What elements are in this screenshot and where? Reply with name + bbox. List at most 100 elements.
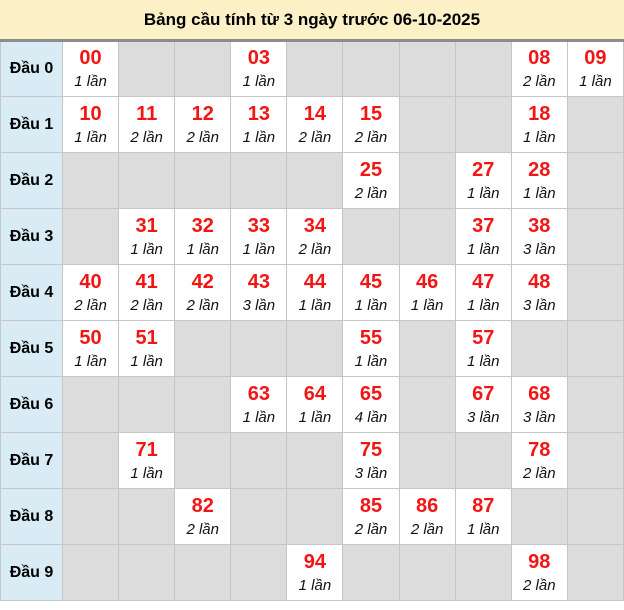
occurrence-count: 2 lần <box>298 240 332 258</box>
empty-cell <box>174 320 232 377</box>
empty-cell <box>61 376 120 433</box>
occurrence-count: 3 lần <box>466 408 500 426</box>
lottery-number: 38 <box>528 214 551 237</box>
number-cell: 48 3 lần <box>510 264 568 321</box>
row-header-dau-5: Đầu 5 <box>0 320 63 377</box>
empty-cell <box>398 40 456 97</box>
table-row: Đầu 5 50 1 lần 51 1 lần 55 1 lần 57 1 lần <box>0 320 624 377</box>
number-cell: 03 1 lần <box>230 40 288 97</box>
occurrence-count: 1 lần <box>74 128 107 146</box>
lottery-number: 18 <box>528 102 551 125</box>
empty-cell <box>61 544 120 601</box>
occurrence-count: 2 lần <box>354 520 388 538</box>
empty-cell <box>230 544 288 601</box>
lottery-number: 47 <box>472 270 495 293</box>
number-cell: 98 2 lần <box>510 544 568 601</box>
number-cell: 34 2 lần <box>286 208 344 265</box>
occurrence-count: 3 lần <box>523 408 556 426</box>
empty-cell <box>286 320 344 377</box>
lottery-number: 46 <box>415 270 439 293</box>
occurrence-count: 2 lần <box>186 128 219 146</box>
occurrence-count: 1 lần <box>74 352 107 370</box>
number-cell: 64 1 lần <box>286 376 344 433</box>
number-cell: 78 2 lần <box>510 432 568 489</box>
occurrence-count: 2 lần <box>410 520 444 538</box>
number-cell: 82 2 lần <box>174 488 232 545</box>
number-cell: 11 2 lần <box>118 96 176 153</box>
lottery-number: 64 <box>303 382 327 405</box>
number-cell: 55 1 lần <box>342 320 400 377</box>
row-header-dau-2: Đầu 2 <box>0 152 63 209</box>
lottery-number: 65 <box>359 382 383 405</box>
lottery-number: 11 <box>136 102 158 125</box>
lottery-number: 71 <box>135 438 158 461</box>
empty-cell <box>230 432 288 489</box>
lottery-number: 41 <box>135 270 158 293</box>
occurrence-count: 1 lần <box>466 184 500 202</box>
number-cell: 15 2 lần <box>342 96 400 153</box>
empty-cell <box>286 488 344 545</box>
table-row: Đầu 0 00 1 lần 03 1 lần 08 2 lần 09 1 lần <box>0 40 624 97</box>
lottery-number: 67 <box>472 382 495 405</box>
occurrence-count: 2 lần <box>298 128 332 146</box>
empty-cell <box>342 544 400 601</box>
lottery-number: 85 <box>359 494 383 517</box>
lottery-number: 87 <box>472 494 495 517</box>
occurrence-count: 1 lần <box>466 352 500 370</box>
number-cell: 57 1 lần <box>454 320 512 377</box>
number-cell: 18 1 lần <box>510 96 568 153</box>
empty-cell <box>61 488 120 545</box>
number-cell: 63 1 lần <box>230 376 288 433</box>
empty-cell <box>286 40 344 97</box>
row-header-dau-7: Đầu 7 <box>0 432 63 489</box>
occurrence-count: 1 lần <box>130 240 163 258</box>
occurrence-count: 2 lần <box>186 520 219 538</box>
lottery-number: 43 <box>247 270 270 293</box>
occurrence-count: 4 lần <box>354 408 388 426</box>
empty-cell <box>174 40 232 97</box>
lottery-number: 27 <box>472 158 495 181</box>
table-row: Đầu 7 71 1 lần 75 3 lần 78 2 lần <box>0 432 624 489</box>
lottery-number: 37 <box>472 214 495 237</box>
occurrence-count: 2 lần <box>523 73 556 91</box>
lottery-number: 98 <box>528 550 551 573</box>
occurrence-count: 2 lần <box>354 128 388 146</box>
page-title: Bảng cầu tính từ 3 ngày trước 06-10-2025 <box>0 0 624 39</box>
empty-cell <box>398 152 456 209</box>
lottery-number: 44 <box>303 270 327 293</box>
empty-cell <box>230 488 288 545</box>
number-cell: 28 1 lần <box>510 152 568 209</box>
empty-cell <box>510 320 568 377</box>
number-cell: 67 3 lần <box>454 376 512 433</box>
number-cell: 85 2 lần <box>342 488 400 545</box>
table-row: Đầu 1 10 1 lần 11 2 lần 12 2 lần 13 1 lần 14 2 lần… <box>0 96 624 153</box>
empty-cell <box>61 432 120 489</box>
number-cell: 47 1 lần <box>454 264 512 321</box>
occurrence-count: 2 lần <box>74 296 107 314</box>
empty-cell <box>398 208 456 265</box>
lottery-number: 14 <box>303 102 327 125</box>
number-cell: 40 2 lần <box>61 264 120 321</box>
occurrence-count: 1 lần <box>523 128 556 146</box>
empty-cell <box>398 320 456 377</box>
lottery-number: 03 <box>247 47 270 70</box>
occurrence-count: 1 lần <box>523 184 556 202</box>
occurrence-count: 1 lần <box>186 240 219 258</box>
number-cell: 00 1 lần <box>61 40 120 97</box>
occurrence-count: 1 lần <box>298 408 332 426</box>
empty-cell <box>61 208 120 265</box>
occurrence-count: 1 lần <box>242 408 276 426</box>
empty-cell <box>566 376 624 433</box>
empty-cell <box>174 376 232 433</box>
occurrence-count: 1 lần <box>466 296 500 314</box>
row-header-dau-1: Đầu 1 <box>0 96 63 153</box>
lottery-number: 82 <box>191 494 214 517</box>
empty-cell <box>510 488 568 545</box>
row-header-dau-4: Đầu 4 <box>0 264 63 321</box>
number-cell: 45 1 lần <box>342 264 400 321</box>
empty-cell <box>398 376 456 433</box>
occurrence-count: 1 lần <box>130 464 163 482</box>
empty-cell <box>454 40 512 97</box>
lottery-number: 28 <box>528 158 551 181</box>
occurrence-count: 1 lần <box>410 296 444 314</box>
